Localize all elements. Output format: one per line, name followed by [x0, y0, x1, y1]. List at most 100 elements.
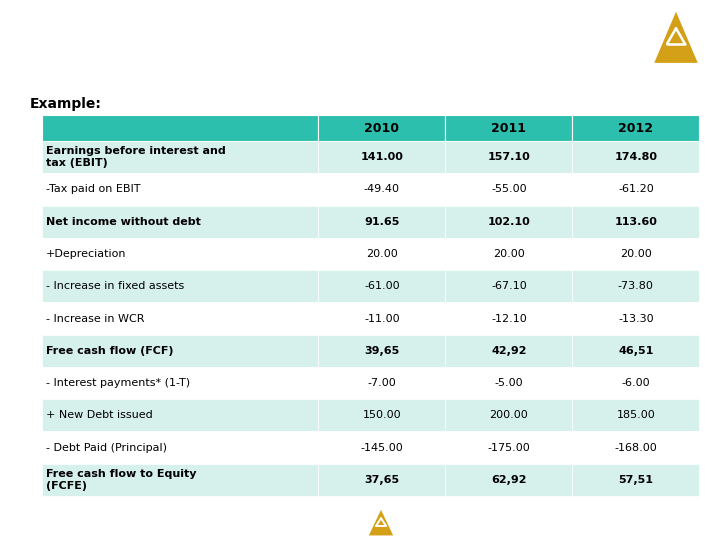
Bar: [42, 270, 318, 302]
Text: 185.00: 185.00: [616, 410, 655, 420]
Bar: [318, 270, 446, 302]
Text: 68: 68: [334, 516, 350, 529]
Text: -175.00: -175.00: [487, 443, 530, 453]
Bar: [42, 367, 318, 399]
Text: Cash Flow  Discounting: Cash Flow Discounting: [18, 26, 267, 46]
Text: 62,92: 62,92: [491, 475, 526, 485]
Text: Earnings before interest and
tax (EBIT): Earnings before interest and tax (EBIT): [46, 146, 226, 168]
Text: 2011: 2011: [491, 122, 526, 134]
Bar: [572, 115, 699, 141]
Bar: [446, 367, 572, 399]
Bar: [446, 399, 572, 431]
Bar: [318, 431, 446, 464]
Bar: [42, 115, 318, 141]
Text: -61.20: -61.20: [618, 184, 654, 194]
Text: 102.10: 102.10: [487, 217, 530, 227]
Bar: [572, 302, 699, 335]
Bar: [446, 238, 572, 270]
Bar: [318, 173, 446, 206]
Bar: [318, 238, 446, 270]
Bar: [446, 115, 572, 141]
Bar: [318, 464, 446, 496]
Text: -13.30: -13.30: [618, 314, 654, 323]
Text: 2010: 2010: [364, 122, 400, 134]
Text: - Debt Paid (Principal): - Debt Paid (Principal): [46, 443, 167, 453]
Text: -55.00: -55.00: [491, 184, 526, 194]
Text: 39,65: 39,65: [364, 346, 400, 356]
Text: 42,92: 42,92: [491, 346, 526, 356]
Text: 174.80: 174.80: [614, 152, 657, 162]
Text: 20.00: 20.00: [366, 249, 397, 259]
Text: -5.00: -5.00: [495, 378, 523, 388]
Bar: [446, 335, 572, 367]
Text: 57,51: 57,51: [618, 475, 653, 485]
Bar: [42, 141, 318, 173]
Text: 37,65: 37,65: [364, 475, 400, 485]
Bar: [42, 464, 318, 496]
Bar: [572, 141, 699, 173]
Text: -12.10: -12.10: [491, 314, 527, 323]
Bar: [446, 141, 572, 173]
Text: 20.00: 20.00: [493, 249, 525, 259]
Text: -11.00: -11.00: [364, 314, 400, 323]
Text: 46,51: 46,51: [618, 346, 654, 356]
Bar: [42, 399, 318, 431]
Bar: [318, 115, 446, 141]
Polygon shape: [369, 510, 393, 536]
Text: 2012: 2012: [618, 122, 653, 134]
Bar: [446, 206, 572, 238]
Bar: [42, 335, 318, 367]
Text: -49.40: -49.40: [364, 184, 400, 194]
Bar: [318, 302, 446, 335]
Text: -67.10: -67.10: [491, 281, 527, 291]
Text: + New Debt issued: + New Debt issued: [46, 410, 153, 420]
Bar: [42, 173, 318, 206]
Bar: [318, 399, 446, 431]
Bar: [572, 335, 699, 367]
Text: -168.00: -168.00: [614, 443, 657, 453]
Bar: [318, 206, 446, 238]
Text: 141.00: 141.00: [361, 152, 403, 162]
Bar: [42, 238, 318, 270]
Text: 91.65: 91.65: [364, 217, 400, 227]
Bar: [572, 206, 699, 238]
Bar: [318, 367, 446, 399]
Text: - Interest payments* (1-T): - Interest payments* (1-T): [46, 378, 190, 388]
Text: 200.00: 200.00: [490, 410, 528, 420]
Text: -145.00: -145.00: [361, 443, 403, 453]
Bar: [318, 141, 446, 173]
Bar: [42, 302, 318, 335]
Bar: [446, 270, 572, 302]
Bar: [572, 270, 699, 302]
Bar: [42, 206, 318, 238]
Text: -73.80: -73.80: [618, 281, 654, 291]
Bar: [446, 464, 572, 496]
Bar: [446, 431, 572, 464]
Text: -6.00: -6.00: [621, 378, 650, 388]
Bar: [446, 302, 572, 335]
Bar: [572, 367, 699, 399]
Text: Approaches: The Equity Cash Flow: Approaches: The Equity Cash Flow: [228, 26, 634, 46]
Bar: [318, 335, 446, 367]
Text: 113.60: 113.60: [614, 217, 657, 227]
Text: Free cash flow to Equity
(FCFE): Free cash flow to Equity (FCFE): [46, 469, 197, 491]
Text: 157.10: 157.10: [487, 152, 530, 162]
Bar: [572, 431, 699, 464]
Text: 150.00: 150.00: [363, 410, 401, 420]
Text: -Tax paid on EBIT: -Tax paid on EBIT: [46, 184, 140, 194]
Bar: [572, 238, 699, 270]
Text: Free cash flow (FCF): Free cash flow (FCF): [46, 346, 174, 356]
Bar: [572, 173, 699, 206]
Text: -7.00: -7.00: [367, 378, 396, 388]
Text: 20.00: 20.00: [620, 249, 652, 259]
Text: +Depreciation: +Depreciation: [46, 249, 127, 259]
Text: - Increase in WCR: - Increase in WCR: [46, 314, 145, 323]
Text: Net income without debt: Net income without debt: [46, 217, 201, 227]
Bar: [572, 399, 699, 431]
Polygon shape: [654, 12, 698, 63]
Bar: [42, 431, 318, 464]
Text: - Increase in fixed assets: - Increase in fixed assets: [46, 281, 184, 291]
Text: Example:: Example:: [30, 97, 102, 111]
Bar: [446, 173, 572, 206]
Bar: [572, 464, 699, 496]
